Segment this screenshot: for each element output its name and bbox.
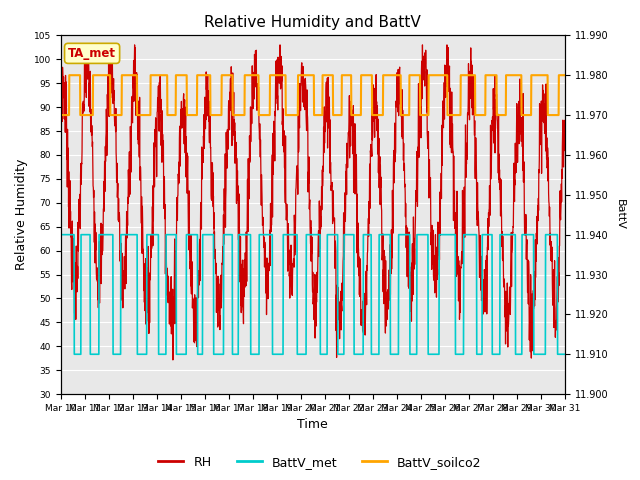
Legend: RH, BattV_met, BattV_soilco2: RH, BattV_met, BattV_soilco2 <box>154 451 486 474</box>
Title: Relative Humidity and BattV: Relative Humidity and BattV <box>204 15 421 30</box>
Y-axis label: BattV: BattV <box>615 199 625 230</box>
Y-axis label: Relative Humidity: Relative Humidity <box>15 159 28 270</box>
Text: TA_met: TA_met <box>68 47 116 60</box>
X-axis label: Time: Time <box>298 419 328 432</box>
